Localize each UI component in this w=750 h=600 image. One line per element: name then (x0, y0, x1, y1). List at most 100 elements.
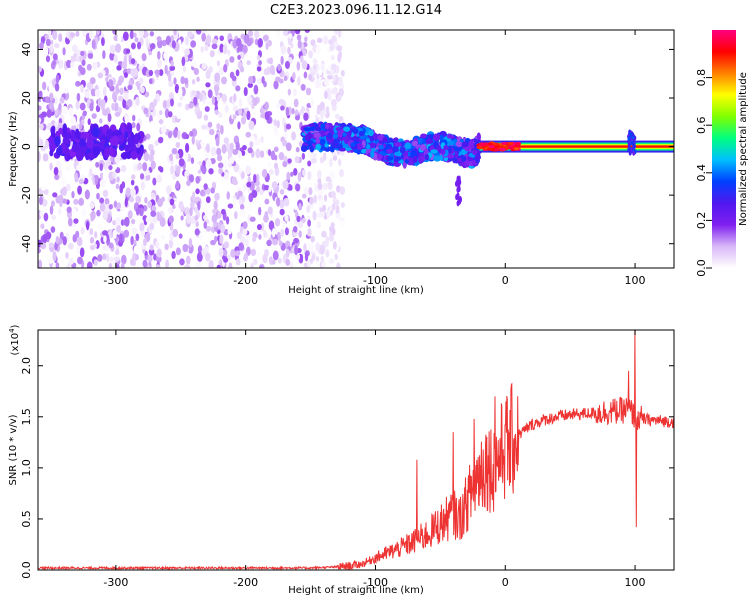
spectrogram-noise-cell (324, 90, 328, 100)
spectrogram-noise-cell (208, 168, 214, 175)
spectrogram-noise-cell (156, 38, 163, 49)
spectrogram-noise-cell (276, 197, 281, 207)
spectrogram-noise-cell (149, 222, 155, 230)
spectrogram-noise-cell (169, 65, 176, 71)
spectrogram-noise-cell (242, 111, 247, 119)
spectrogram-noise-cell (250, 262, 255, 268)
spectrogram-noise-cell (334, 113, 340, 120)
spectrogram-noise-cell (63, 87, 69, 94)
spectrogram-noise-cell (246, 60, 251, 66)
spectrogram-noise-cell (295, 183, 301, 192)
spectrogram-noise-cell (112, 229, 117, 240)
spectrogram-noise-cell (177, 102, 183, 108)
spectrogram-noise-cell (117, 79, 123, 86)
spectrogram-signal-cell (411, 140, 418, 147)
spectrogram-noise-cell (307, 97, 312, 104)
spectrogram-noise-cell (334, 199, 340, 207)
spectrogram-noise-cell (184, 133, 190, 140)
spectrogram-noise-cell (169, 153, 174, 162)
spectrogram-noise-cell (339, 186, 346, 195)
spectrogram-noise-cell (141, 230, 145, 238)
spectrogram-noise-cell (133, 32, 137, 38)
spectrogram-noise-cell (109, 44, 116, 54)
spectrogram-noise-cell (184, 206, 190, 216)
spectrogram-noise-cell (307, 160, 312, 167)
spectrogram-noise-cell (287, 158, 292, 164)
spectrogram-noise-cell (268, 220, 275, 231)
spectrogram-noise-cell (117, 60, 123, 67)
snr-x-ticks: -300 -200 -100 0 100 (103, 330, 646, 589)
spectrogram-noise-cell (38, 66, 42, 73)
spectrogram-noise-cell (142, 259, 148, 268)
spectrogram-noise-cell (58, 117, 63, 125)
spectrogram-noise-cell (249, 135, 256, 142)
spectrogram-noise-cell (178, 158, 185, 167)
spectrogram-noise-cell (309, 196, 314, 205)
spectrogram-noise-cell (185, 255, 191, 265)
spectrogram-noise-cell (227, 203, 234, 209)
spectrogram-noise-cell (76, 164, 82, 172)
spectrogram-noise-cell (297, 39, 302, 49)
spectrogram-noise-cell (215, 137, 220, 147)
spectrogram-noise-cell (235, 37, 242, 47)
spectrogram-noise-cell (181, 46, 185, 52)
spectrogram-noise-cell (152, 214, 158, 224)
spectrogram-x-tick-label: 100 (625, 274, 646, 287)
spectrogram-signal-cell (460, 149, 467, 156)
spectrogram-noise-cell (52, 30, 58, 40)
spectrogram-noise-cell (287, 33, 293, 39)
spectrogram-noise-cell (274, 218, 281, 227)
spectrogram-noise-cell (115, 43, 122, 53)
spectrogram-noise-cell (196, 142, 201, 151)
spectrogram-noise-cell (197, 200, 201, 211)
snr-series-line (38, 330, 674, 570)
spectrogram-noise-cell (310, 114, 316, 124)
spectrogram-signal-cell (306, 139, 313, 146)
spectrogram-noise-cell (121, 181, 126, 189)
spectrogram-tone-cell (494, 148, 501, 152)
spectrogram-noise-cell (86, 63, 92, 71)
spectrogram-band-cell (124, 131, 129, 139)
spectrogram-noise-cell (149, 101, 155, 111)
spectrogram-noise-cell (259, 189, 264, 195)
spectrogram-noise-cell (161, 125, 167, 134)
spectrogram-noise-cell (269, 57, 274, 65)
spectrogram-tone-cell (499, 147, 506, 151)
spectrogram-noise-cell (193, 96, 198, 106)
spectrogram-noise-cell (330, 63, 337, 70)
spectrogram-noise-cell (79, 102, 86, 111)
spectrogram-noise-cell (214, 86, 219, 97)
spectrogram-noise-cell (289, 261, 294, 268)
spectrogram-noise-cell (267, 123, 274, 130)
spectrogram-noise-cell (338, 78, 343, 86)
spectrogram-noise-cell (169, 198, 175, 206)
spectrogram-band-cell (86, 137, 95, 149)
spectrogram-noise-cell (170, 164, 174, 175)
spectrogram-noise-cell (211, 43, 218, 50)
spectrogram-noise-cell (337, 94, 342, 102)
spectrogram-noise-cell (236, 231, 242, 240)
spectrogram-noise-cell (201, 124, 207, 130)
spectrogram-noise-cell (139, 86, 145, 94)
spectrogram-noise-cell (142, 31, 149, 38)
spectrogram-noise-cell (286, 171, 291, 181)
spectrogram-noise-cell (58, 33, 63, 42)
spectrogram-x-axis-title: Height of straight line (km) (288, 285, 424, 296)
spectrogram-noise-cell (339, 168, 345, 178)
spectrogram-noise-cell (181, 189, 186, 200)
spectrogram-noise-cell (304, 252, 309, 262)
spectrogram-noise-cell (86, 82, 92, 90)
spectrogram-noise-cell (164, 108, 170, 119)
spectrogram-noise-cell (69, 32, 76, 38)
spectrogram-noise-cell (331, 87, 338, 95)
spectrogram-noise-cell (48, 101, 54, 110)
spectrogram-noise-cell (104, 197, 110, 206)
spectrogram-noise-cell (235, 141, 240, 151)
spectrogram-noise-cell (112, 170, 117, 179)
spectrogram-noise-cell (46, 109, 52, 118)
spectrogram-noise-cell (155, 113, 161, 120)
spectrogram-noise-cell (283, 75, 288, 82)
spectrogram-noise-cell (204, 98, 211, 105)
spectrogram-noise-cell (273, 118, 277, 127)
spectrogram-signal-cell (433, 155, 442, 162)
